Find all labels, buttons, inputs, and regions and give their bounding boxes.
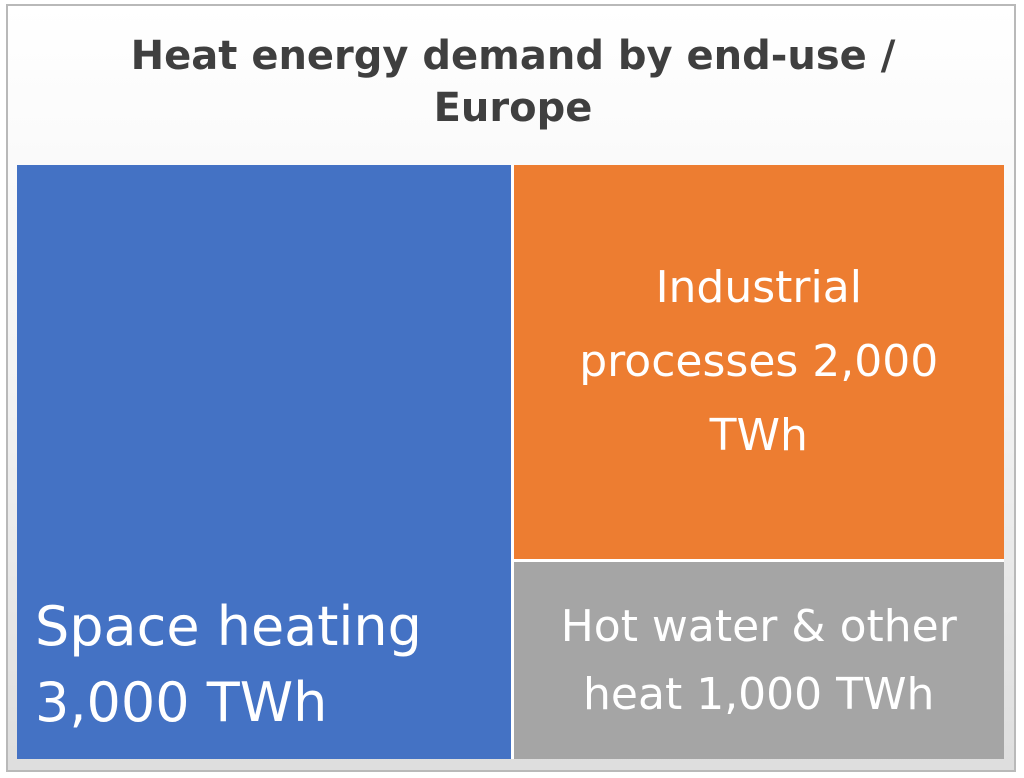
tile-space-heating-label-line-1: Space heating [35,595,422,658]
treemap-plot-area: Space heating 3,000 TWh Industrial processe… [17,165,1004,759]
chart-title-line-2: Europe [433,85,593,131]
tile-space-heating-label-line-2: 3,000 TWh [35,671,328,734]
tile-space-heating: Space heating 3,000 TWh [17,165,511,759]
tile-hot-water-other-heat-label-line-2: heat 1,000 TWh [583,668,935,720]
tile-hot-water-other-heat-label-line-1: Hot water & other [560,600,957,652]
tile-space-heating-label: Space heating 3,000 TWh [35,589,422,741]
tile-industrial-processes-label-line-1: Industrial [655,262,862,313]
tile-industrial-processes-label: Industrial processes 2,000 TWh [514,251,1005,473]
chart-title: Heat energy demand by end-use / Europe [8,30,1018,134]
tile-industrial-processes: Industrial processes 2,000 TWh [513,165,1005,559]
tile-industrial-processes-label-line-3: TWh [709,410,808,461]
tile-industrial-processes-label-line-2: processes 2,000 [579,336,939,387]
tile-hot-water-other-heat-label: Hot water & other heat 1,000 TWh [514,593,1005,729]
tile-hot-water-other-heat: Hot water & other heat 1,000 TWh [513,562,1005,759]
chart-title-line-1: Heat energy demand by end-use / [130,33,896,79]
